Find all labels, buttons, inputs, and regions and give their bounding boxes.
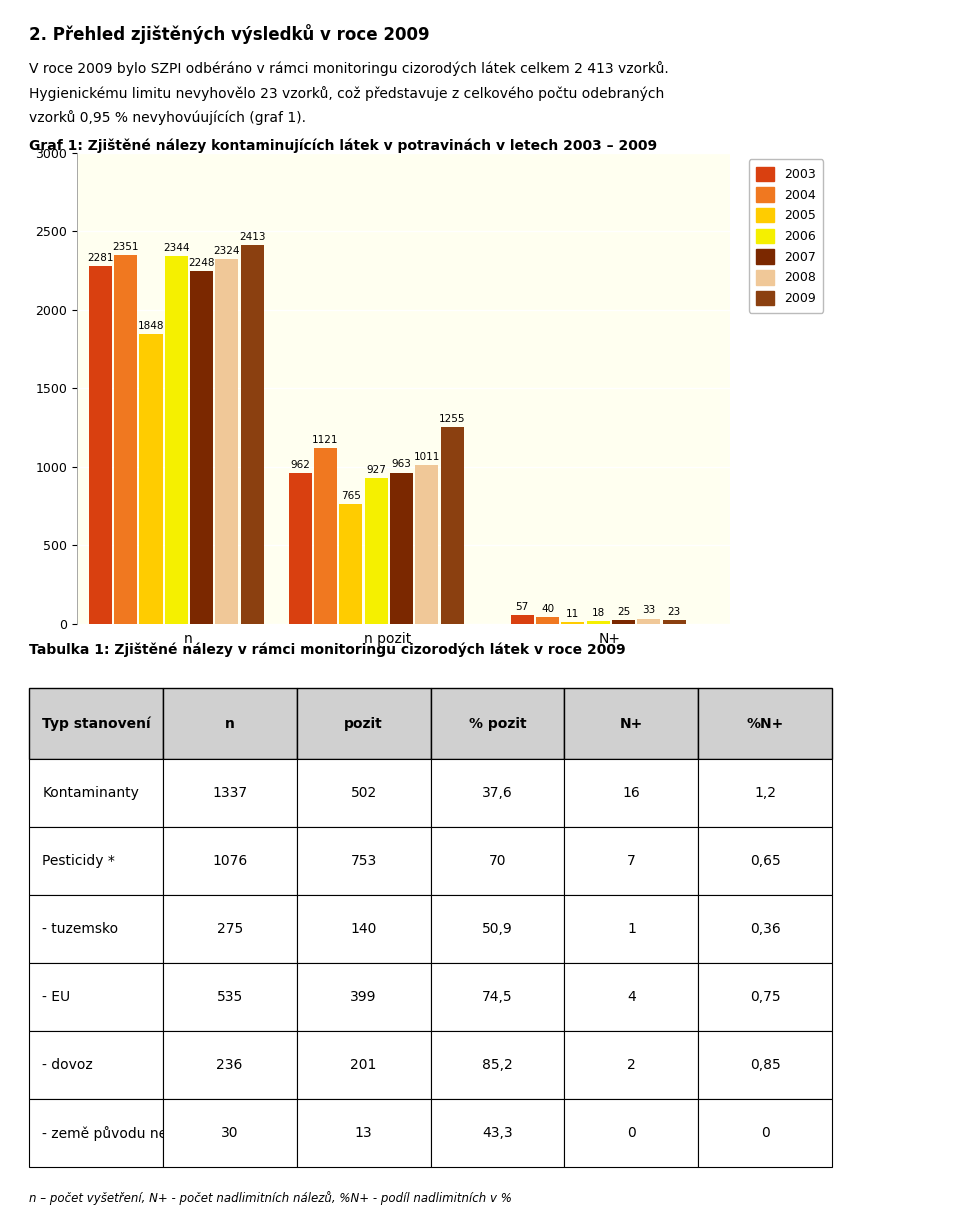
Text: n – počet vyšetření, N+ - počet nadlimitních nálezů, %N+ - podíl nadlimitních v : n – počet vyšetření, N+ - počet nadlimit… <box>29 1191 512 1205</box>
Text: 57: 57 <box>516 602 529 612</box>
Bar <box>88 265 112 624</box>
Text: 2281: 2281 <box>87 253 113 263</box>
Text: 23: 23 <box>667 607 681 616</box>
Bar <box>114 254 137 624</box>
Text: Graf 1: Zjištěné nálezy kontaminujících látek v potravinách v letech 2003 – 2009: Graf 1: Zjištěné nálezy kontaminujících … <box>29 138 657 153</box>
Bar <box>190 272 213 624</box>
Bar <box>415 465 439 624</box>
Bar <box>390 472 413 624</box>
Bar <box>365 478 388 624</box>
Text: 18: 18 <box>591 608 605 618</box>
Bar <box>139 334 162 624</box>
Text: 2351: 2351 <box>112 242 139 252</box>
Bar <box>165 256 188 624</box>
Bar <box>314 448 337 624</box>
Text: V roce 2009 bylo SZPI odbéráno v rámci monitoringu cizorodých látek celkem 2 413: V roce 2009 bylo SZPI odbéráno v rámci m… <box>29 61 668 76</box>
Bar <box>441 427 464 624</box>
Text: 963: 963 <box>392 460 412 470</box>
Bar <box>536 618 559 624</box>
Text: 1848: 1848 <box>137 320 164 330</box>
Bar <box>562 623 585 624</box>
Bar <box>662 620 685 624</box>
Text: Hygienickému limitu nevyhovělo 23 vzorků, což představuje z celkového počtu odeb: Hygienickému limitu nevyhovělo 23 vzorků… <box>29 86 664 100</box>
Text: 2. Přehled zjištěných výsledků v roce 2009: 2. Přehled zjištěných výsledků v roce 20… <box>29 24 429 44</box>
Bar <box>339 504 362 624</box>
Text: 1121: 1121 <box>312 434 339 445</box>
Text: 2324: 2324 <box>214 246 240 256</box>
Bar <box>612 620 635 624</box>
Bar <box>241 245 264 624</box>
Bar <box>637 619 660 624</box>
Legend: 2003, 2004, 2005, 2006, 2007, 2008, 2009: 2003, 2004, 2005, 2006, 2007, 2008, 2009 <box>749 159 824 313</box>
Text: 765: 765 <box>341 490 361 500</box>
Text: 11: 11 <box>566 609 580 619</box>
Bar <box>289 473 312 624</box>
Bar <box>215 259 238 624</box>
Text: Tabulka 1: Zjištěné nálezy v rámci monitoringu cizorodých látek v roce 2009: Tabulka 1: Zjištěné nálezy v rámci monit… <box>29 642 625 657</box>
Text: 40: 40 <box>541 604 554 614</box>
Text: vzorků 0,95 % nevyhovúujících (graf 1).: vzorků 0,95 % nevyhovúujících (graf 1). <box>29 110 306 125</box>
Text: 33: 33 <box>642 605 656 615</box>
Text: 2413: 2413 <box>239 232 266 242</box>
Text: 962: 962 <box>290 460 310 470</box>
Text: 1011: 1011 <box>414 453 440 462</box>
Text: 2344: 2344 <box>163 242 189 253</box>
Bar <box>511 615 534 624</box>
Text: 25: 25 <box>617 607 630 616</box>
Text: 927: 927 <box>366 465 386 475</box>
Bar <box>587 621 610 624</box>
Text: 2248: 2248 <box>188 258 215 268</box>
Text: 1255: 1255 <box>439 413 466 423</box>
